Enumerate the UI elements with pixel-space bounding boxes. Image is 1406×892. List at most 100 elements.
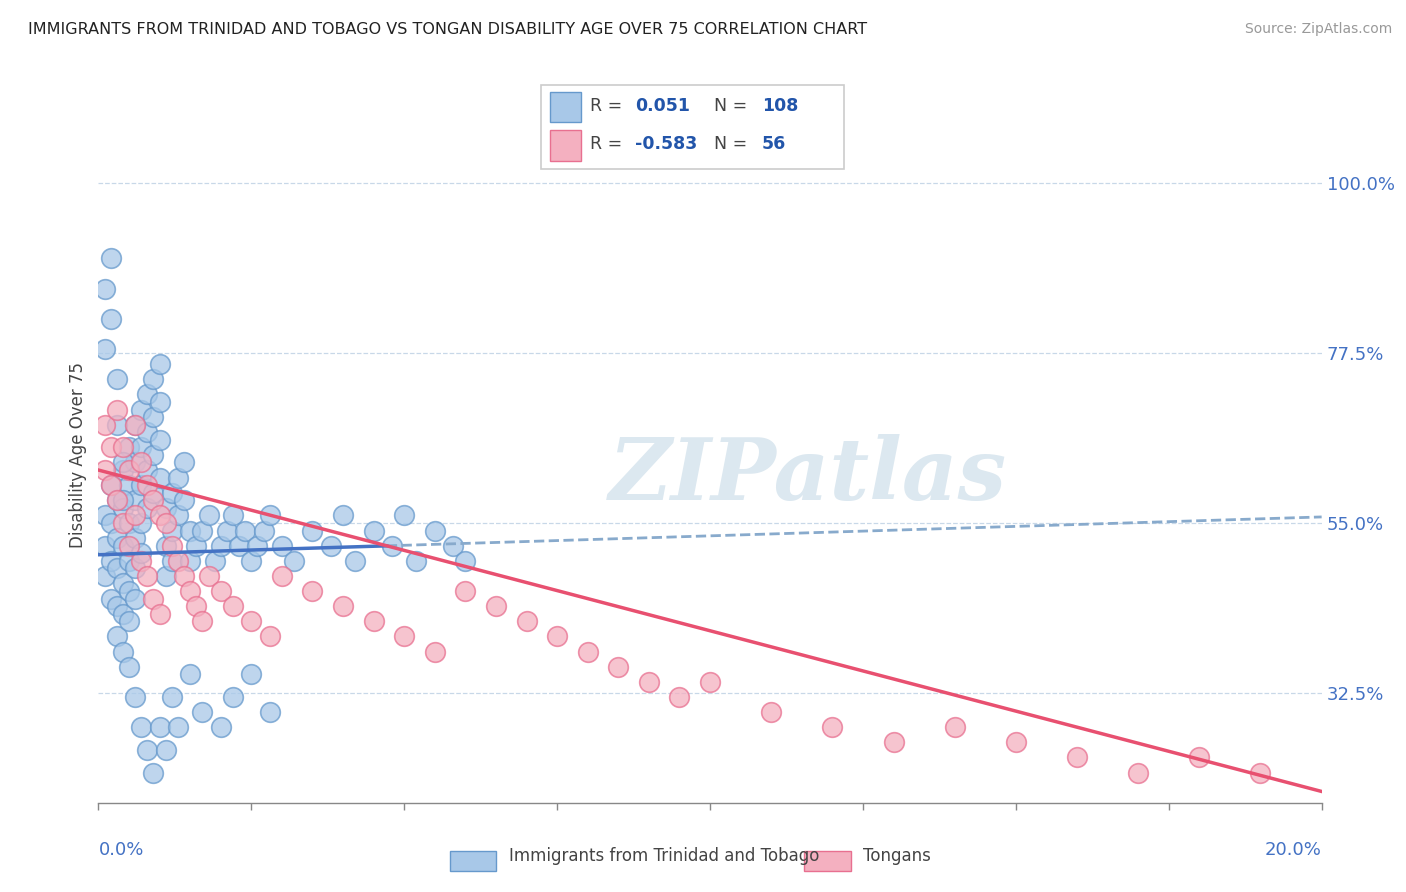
Point [209,720,232,734]
Point [100,554,122,568]
Point [105,372,128,386]
Point [129,720,152,734]
Point [423,644,446,658]
Text: 0.0%: 0.0% [98,841,143,859]
Point [105,531,128,545]
Point [668,690,690,704]
Point [93,539,115,553]
Point [136,463,159,477]
Point [100,516,122,530]
Point [118,584,141,599]
Point [129,478,152,492]
Point [160,485,183,500]
Point [186,599,208,614]
Point [142,493,165,508]
Point [105,629,128,643]
Point [105,599,128,614]
Point [124,591,146,606]
Point [637,674,661,689]
Point [111,500,134,515]
Point [1066,750,1088,764]
Text: 0.051: 0.051 [636,97,690,115]
Point [118,478,141,492]
Point [167,470,190,484]
Point [167,508,190,523]
Point [142,372,165,386]
Point [160,554,183,568]
Point [222,508,245,523]
Text: -0.583: -0.583 [636,136,697,153]
Point [124,690,146,704]
Point [129,402,152,417]
Point [160,524,183,538]
Point [100,311,122,326]
Point [204,554,226,568]
FancyBboxPatch shape [550,130,581,161]
Point [124,417,146,432]
Point [191,705,214,719]
Point [240,667,263,681]
Point [454,584,477,599]
Point [240,554,263,568]
Point [516,615,538,629]
Point [155,743,177,757]
Point [546,629,568,643]
Point [111,539,134,553]
Point [136,425,159,440]
Point [136,387,159,401]
Point [118,539,141,553]
Text: N =: N = [714,136,747,153]
Point [136,569,159,583]
Point [155,500,177,515]
Point [142,765,165,780]
Point [441,539,464,553]
Point [332,508,354,523]
Point [93,417,115,432]
Point [111,441,134,455]
Point [240,615,263,629]
Point [179,524,201,538]
Point [222,690,245,704]
Point [209,584,232,599]
Point [149,433,172,447]
Point [405,554,427,568]
Point [142,410,165,425]
Point [111,455,134,469]
Point [485,599,508,614]
Point [111,493,134,508]
Point [179,554,201,568]
Point [173,455,195,469]
Point [179,667,201,681]
Point [149,508,172,523]
Point [100,252,122,266]
Text: N =: N = [714,97,747,115]
Point [270,539,292,553]
Point [607,659,630,673]
Point [149,395,172,409]
Point [124,417,146,432]
Point [118,659,141,673]
Point [160,690,183,704]
Point [124,455,146,469]
Point [111,576,134,591]
Point [259,508,281,523]
Point [111,516,134,530]
Point [246,539,269,553]
Point [1004,735,1026,749]
Point [105,417,128,432]
Y-axis label: Disability Age Over 75: Disability Age Over 75 [69,362,87,548]
Point [129,554,152,568]
Point [222,599,245,614]
Point [191,524,214,538]
Point [1188,750,1211,764]
Point [155,539,177,553]
FancyBboxPatch shape [450,851,496,871]
Point [252,524,274,538]
Point [270,569,292,583]
Point [392,508,416,523]
Point [381,539,404,553]
Point [259,705,281,719]
Point [111,607,134,621]
Point [142,485,165,500]
Point [124,493,146,508]
